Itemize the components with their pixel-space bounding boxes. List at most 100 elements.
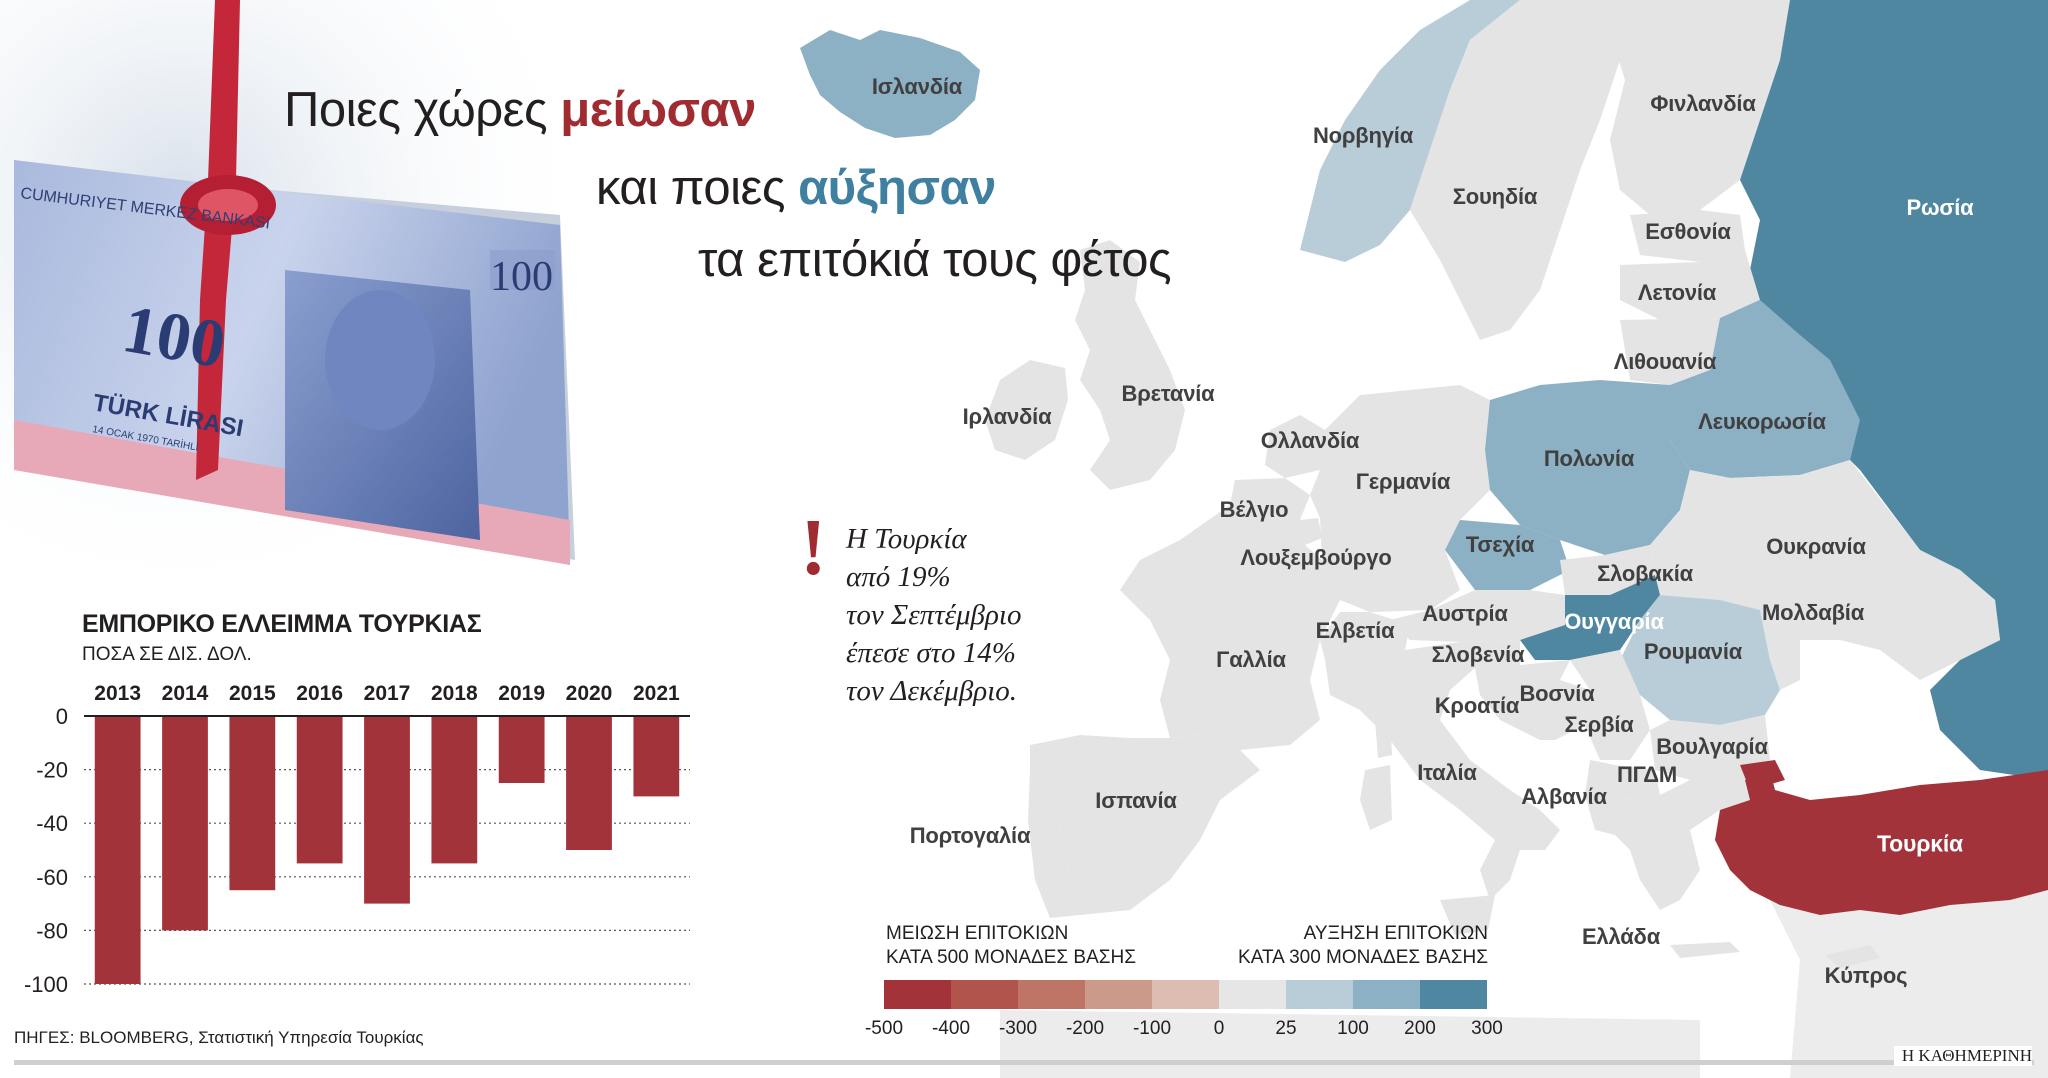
country-greece (1615, 780, 1750, 910)
x-tick-label: 2018 (431, 682, 478, 705)
map-label-moldova: Μολδαβία (1761, 600, 1865, 625)
country-luxembourg (1300, 518, 1322, 545)
country-portugal (1028, 770, 1080, 918)
bar-2016 (296, 716, 343, 864)
note-line-4: έπεσε στο 14% (846, 637, 1016, 669)
island-corsica (1375, 715, 1392, 758)
legend-swatch-0 (884, 980, 951, 1009)
legend-tick-1: -400 (931, 1018, 971, 1039)
legend-swatch-6 (1286, 980, 1353, 1009)
sources-credit: ΠΗΓΕΣ: BLOOMBERG, Στατιστική Υπηρεσία Το… (14, 1028, 424, 1047)
map-label-croatia: Κροατία (1434, 693, 1520, 718)
x-tick-label: 2017 (364, 682, 411, 705)
note-line-5: τον Δεκέμβριο. (846, 675, 1017, 707)
chart-subtitle: ΠΟΣΑ ΣΕ ΔΙΣ. ΔΟΛ. (82, 644, 252, 665)
map-label-france: Γαλλία (1216, 647, 1286, 672)
country-finland (1600, 0, 1790, 215)
x-tick-label: 2015 (229, 682, 276, 705)
map-label-macedonia: ΠΓΔΜ (1616, 762, 1678, 787)
legend-tick-3: -200 (1065, 1018, 1105, 1039)
legend-tick-8: 200 (1404, 1018, 1436, 1039)
note-line-2: από 19% (846, 561, 951, 593)
map-label-luxembourg: Λουξεμβούργο (1240, 545, 1392, 570)
country-moldova (1760, 610, 1800, 690)
title-line-1-text: Ποιες χώρες (284, 83, 561, 137)
country-britain (1075, 240, 1185, 490)
country-estonia (1630, 210, 1745, 262)
map-label-slovenia: Σλοβενία (1431, 642, 1525, 667)
trade-deficit-bar-chart: 0 -20 -40 -60 -80 -100 2013 2014 2015 2016 2017 201… (24, 682, 690, 997)
country-romania (1620, 595, 1780, 725)
turkey-note: Η Τουρκία από 19% τον Σεπτέμβριο έπεσε σ… (846, 520, 1021, 710)
legend-increase-caption: ΑΥΞΗΣΗ ΕΠΙΤΟΚΙΩΝ ΚΑΤΑ 300 ΜΟΝΑΔΕΣ ΒΑΣΗΣ (1238, 922, 1488, 970)
island-sardinia (1360, 765, 1392, 830)
map-label-iceland: Ισλανδία (871, 74, 963, 99)
map-label-czechia: Τσεχία (1465, 532, 1535, 557)
legend-swatch-8 (1420, 980, 1487, 1009)
publisher-logo: Η ΚΑΘΗΜΕΡΙΝΗ (1893, 1046, 2032, 1066)
title-line-3: τα επιτόκιά τους φέτος (698, 233, 1172, 287)
map-label-bosnia: Βοσνία (1519, 681, 1595, 706)
rope-knot-inner (198, 189, 258, 221)
map-label-austria: Αυστρία (1422, 601, 1508, 626)
title-line-2-text: και ποιες (596, 161, 799, 215)
country-sweden (1410, 0, 1620, 340)
portrait-face (325, 290, 435, 430)
color-scale-legend (884, 980, 1487, 1009)
country-austria (1390, 590, 1565, 642)
x-tick-label: 2020 (566, 682, 613, 705)
legend-swatch-4 (1152, 980, 1219, 1009)
banknote-denomination: 100 (490, 254, 553, 300)
country-ireland (985, 360, 1068, 460)
x-tick-label: 2019 (498, 682, 545, 705)
map-label-russia: Ρωσία (1906, 195, 1974, 220)
map-label-ireland: Ιρλανδία (962, 404, 1052, 429)
map-label-switzerland: Ελβετία (1315, 618, 1395, 643)
country-belgium (1230, 478, 1310, 520)
map-label-turkey: Τουρκία (1877, 830, 1963, 857)
country-netherlands (1265, 415, 1325, 478)
country-italy (1325, 642, 1560, 900)
country-latvia (1620, 250, 1760, 320)
map-label-serbia: Σερβία (1564, 712, 1634, 737)
country-bulgaria (1650, 715, 1770, 780)
y-tick-label: -20 (36, 758, 68, 783)
country-serbia (1570, 650, 1650, 760)
map-label-poland: Πολωνία (1543, 446, 1635, 471)
y-tick-label: -80 (36, 918, 68, 943)
bar-2017 (364, 716, 410, 904)
map-label-sweden: Σουηδία (1452, 184, 1538, 209)
note-line-3: τον Σεπτέμβριο (846, 599, 1022, 631)
map-label-albania: Αλβανία (1521, 784, 1607, 809)
banknote-big-denomination: 100 (117, 290, 231, 383)
country-norway (1300, 0, 1520, 262)
title-highlight-decrease: μείωσαν (560, 83, 756, 137)
island-sicily (1440, 895, 1495, 935)
map-label-lithuania: Λιθουανία (1613, 349, 1717, 374)
legend-swatch-2 (1018, 980, 1085, 1009)
bar-2020 (566, 716, 612, 850)
map-label-britain: Βρετανία (1121, 381, 1215, 406)
legend-increase-line-2: ΚΑΤΑ 300 ΜΟΝΑΔΕΣ ΒΑΣΗΣ (1238, 947, 1488, 968)
map-label-finland: Φινλανδία (1650, 91, 1756, 116)
legend-increase-line-1: ΑΥΞΗΣΗ ΕΠΙΤΟΚΙΩΝ (1303, 923, 1488, 944)
chart-title: ΕΜΠΟΡΙΚΟ ΕΛΛΕΙΜΜΑ ΤΟΥΡΚΙΑΣ (82, 610, 482, 638)
country-ukraine (1650, 460, 2000, 680)
island-crete (1670, 942, 1740, 958)
map-label-bulgaria: Βουλγαρία (1656, 734, 1768, 759)
banknote-illustration: CUMHURIYET MERKEZ BANKASI 100 100 TÜRK L… (0, 0, 600, 580)
legend-tick-7: 100 (1337, 1018, 1369, 1039)
map-label-cyprus: Κύπρος (1824, 963, 1908, 988)
bar-2014 (162, 716, 208, 931)
denomination-box (490, 250, 555, 290)
legend-swatch-3 (1085, 980, 1152, 1009)
legend-swatch-7 (1353, 980, 1420, 1009)
map-label-hungary: Ουγγαρία (1564, 609, 1664, 634)
country-cyprus (1825, 945, 1880, 968)
country-czechia (1445, 520, 1570, 590)
legend-tick-2: -300 (998, 1018, 1038, 1039)
title-line-2: και ποιες αύξησαν (596, 160, 996, 216)
rope (196, 0, 240, 480)
